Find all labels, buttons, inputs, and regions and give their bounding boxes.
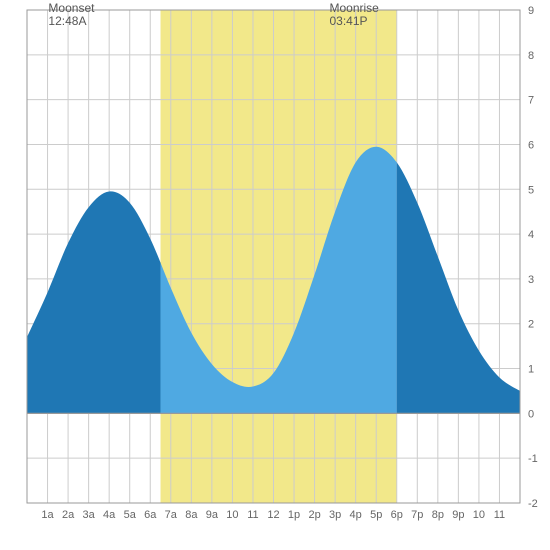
- moonrise-time: 03:41P: [330, 14, 368, 28]
- x-tick-label: 4p: [350, 509, 362, 521]
- x-tick-label: 10: [473, 509, 485, 521]
- y-tick-label: 5: [528, 184, 534, 196]
- x-tick-label: 3a: [83, 509, 96, 521]
- moonrise-label: Moonrise: [330, 1, 380, 15]
- x-tick-label: 8a: [185, 509, 198, 521]
- tide-chart: 1a2a3a4a5a6a7a8a9a1011121p2p3p4p5p6p7p8p…: [0, 0, 550, 550]
- x-tick-label: 6p: [391, 509, 403, 521]
- y-tick-label: 4: [528, 229, 534, 241]
- x-tick-label: 5p: [370, 509, 382, 521]
- x-tick-label: 1a: [41, 509, 54, 521]
- x-tick-label: 12: [267, 509, 279, 521]
- x-tick-label: 8p: [432, 509, 444, 521]
- y-tick-label: 0: [528, 408, 534, 420]
- x-tick-label: 2a: [62, 509, 75, 521]
- y-tick-label: 1: [528, 364, 534, 376]
- x-tick-label: 7a: [165, 509, 178, 521]
- x-tick-label: 5a: [124, 509, 137, 521]
- x-tick-label: 9a: [206, 509, 219, 521]
- y-tick-label: 6: [528, 139, 534, 151]
- x-tick-label: 3p: [329, 509, 341, 521]
- x-tick-label: 1p: [288, 509, 300, 521]
- y-tick-label: 8: [528, 50, 534, 62]
- y-tick-label: -2: [528, 498, 538, 510]
- x-tick-label: 7p: [411, 509, 423, 521]
- y-tick-label: -1: [528, 453, 538, 465]
- x-tick-label: 11: [247, 509, 258, 521]
- x-tick-label: 6a: [144, 509, 157, 521]
- x-tick-label: 9p: [452, 509, 464, 521]
- y-tick-label: 2: [528, 319, 534, 331]
- y-tick-label: 3: [528, 274, 534, 286]
- x-tick-label: 4a: [103, 509, 116, 521]
- chart-svg: 1a2a3a4a5a6a7a8a9a1011121p2p3p4p5p6p7p8p…: [0, 0, 550, 550]
- y-tick-label: 7: [528, 95, 534, 107]
- moonset-label: Moonset: [48, 1, 95, 15]
- moonset-time: 12:48A: [48, 14, 86, 28]
- x-tick-label: 2p: [308, 509, 320, 521]
- x-tick-label: 10: [226, 509, 238, 521]
- x-tick-label: 11: [494, 509, 505, 521]
- y-tick-label: 9: [528, 5, 534, 17]
